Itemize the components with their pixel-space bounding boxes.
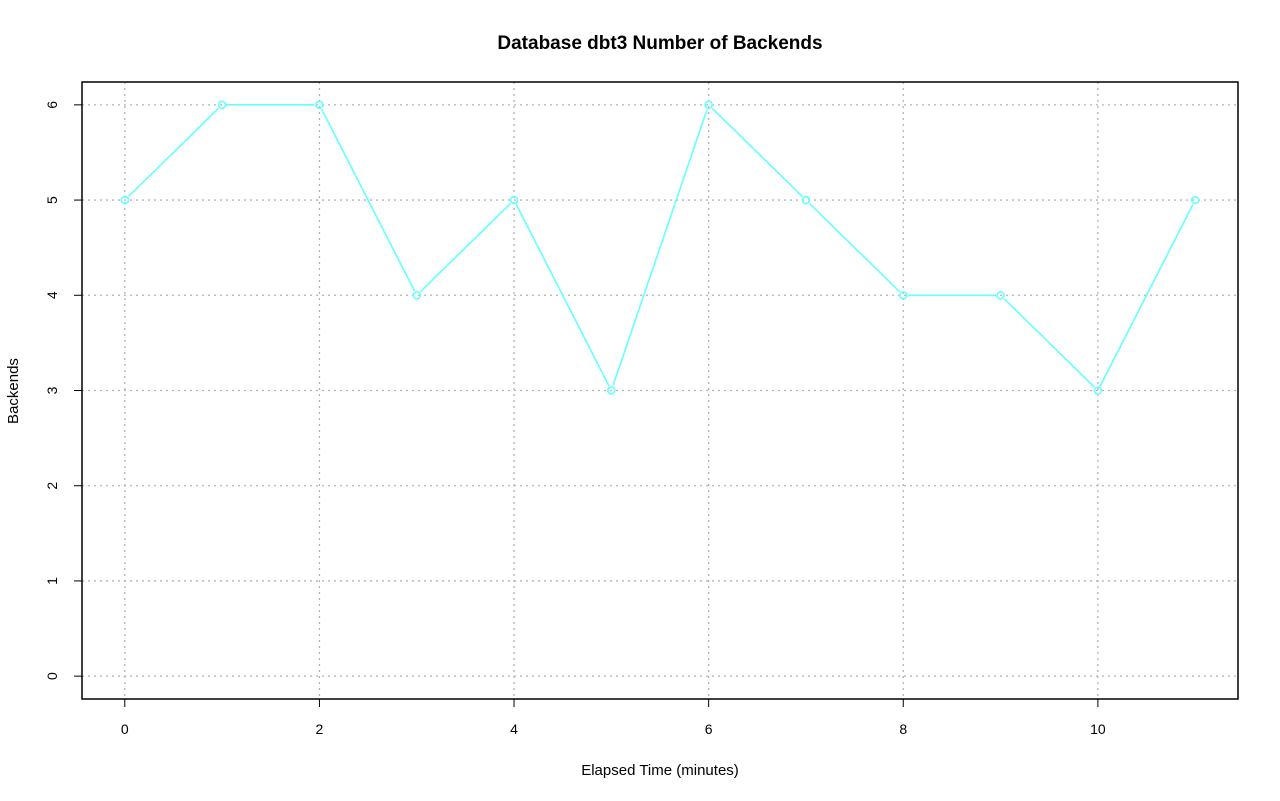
y-tick-label: 5 bbox=[44, 196, 60, 204]
data-point bbox=[898, 290, 908, 300]
data-point bbox=[315, 100, 324, 110]
data-point bbox=[607, 386, 616, 395]
series-line-segment bbox=[808, 202, 901, 293]
series-line-segment bbox=[612, 109, 708, 387]
data-point bbox=[704, 100, 713, 110]
series-group bbox=[120, 100, 1200, 395]
y-tick-label: 1 bbox=[44, 577, 60, 585]
series-line-segment bbox=[711, 107, 803, 198]
y-tick-label: 0 bbox=[44, 672, 60, 680]
y-axis-label: Backends bbox=[5, 358, 22, 424]
data-point bbox=[120, 195, 130, 205]
y-tick-label: 4 bbox=[44, 291, 60, 299]
data-point bbox=[1093, 386, 1103, 395]
x-tick-label: 8 bbox=[899, 721, 907, 737]
series-line-segment bbox=[320, 108, 416, 292]
x-tick-label: 10 bbox=[1090, 721, 1106, 737]
series-line-segment bbox=[515, 204, 610, 387]
series-line-segment bbox=[1003, 298, 1095, 388]
series-line-segment bbox=[1099, 204, 1194, 387]
y-tick-label: 3 bbox=[44, 386, 60, 394]
x-axis: 0 2 4 6 8 10 bbox=[121, 699, 1106, 737]
y-tick-label: 6 bbox=[44, 101, 60, 109]
x-tick-label: 6 bbox=[705, 721, 713, 737]
y-tick-label: 2 bbox=[44, 482, 60, 490]
data-point bbox=[412, 290, 422, 300]
series-line-segment bbox=[419, 202, 512, 293]
grid-lines bbox=[82, 82, 1238, 699]
data-point bbox=[217, 100, 227, 110]
series-line-segment bbox=[127, 107, 220, 198]
data-point bbox=[1190, 195, 1200, 205]
y-axis: 0 1 2 3 4 5 6 bbox=[44, 101, 82, 680]
data-point bbox=[996, 290, 1005, 300]
x-tick-label: 0 bbox=[121, 721, 129, 737]
x-axis-label: Elapsed Time (minutes) bbox=[581, 762, 739, 779]
data-point bbox=[801, 195, 811, 205]
x-tick-label: 4 bbox=[510, 721, 518, 737]
chart-title: Database dbt3 Number of Backends bbox=[497, 33, 822, 54]
data-point bbox=[509, 195, 519, 205]
x-tick-label: 2 bbox=[316, 721, 324, 737]
